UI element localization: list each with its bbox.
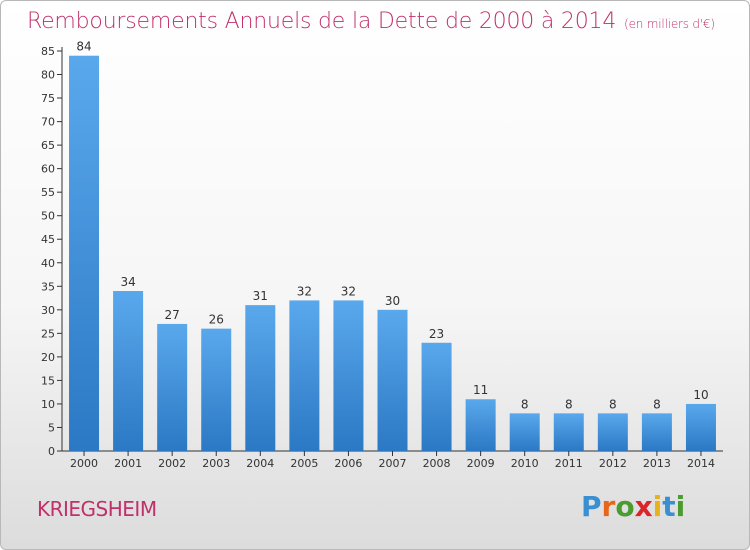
logo-letter: t xyxy=(662,490,676,523)
bar-value-label: 8 xyxy=(653,397,661,411)
x-tick-label: 2003 xyxy=(202,457,230,470)
title-text: Remboursements Annuels de la Dette de 20… xyxy=(27,9,617,34)
bar-value-label: 27 xyxy=(165,308,180,322)
chart-subtitle: (en milliers d'€) xyxy=(624,17,715,31)
y-tick-label: 10 xyxy=(41,398,55,411)
x-tick-label: 2002 xyxy=(158,457,186,470)
y-tick-label: 35 xyxy=(41,280,55,293)
y-tick-label: 70 xyxy=(41,116,55,129)
proxiti-logo[interactable]: Proxiti xyxy=(581,490,685,523)
y-tick-label: 50 xyxy=(41,210,55,223)
x-tick-label: 2000 xyxy=(70,457,98,470)
bar-2003 xyxy=(201,328,232,451)
bar-2010 xyxy=(509,413,540,451)
bar-2004 xyxy=(245,305,276,451)
y-tick-label: 80 xyxy=(41,69,55,82)
x-tick-label: 2004 xyxy=(246,457,274,470)
x-tick-label: 2006 xyxy=(334,457,362,470)
bar-value-label: 11 xyxy=(473,383,488,397)
bar-value-label: 32 xyxy=(297,284,312,298)
bar-value-label: 34 xyxy=(120,275,135,289)
y-tick-label: 5 xyxy=(48,421,55,434)
y-tick-label: 0 xyxy=(48,445,55,458)
bar-2006 xyxy=(333,300,364,451)
bar-2012 xyxy=(597,413,628,451)
x-tick-label: 2005 xyxy=(290,457,318,470)
bar-value-label: 32 xyxy=(341,284,356,298)
bar-2008 xyxy=(421,342,452,451)
bar-2005 xyxy=(289,300,320,451)
y-tick-label: 20 xyxy=(41,351,55,364)
x-tick-label: 2012 xyxy=(599,457,627,470)
x-tick-label: 2007 xyxy=(379,457,407,470)
x-tick-label: 2011 xyxy=(555,457,583,470)
bar-value-label: 10 xyxy=(693,388,708,402)
bar-value-label: 8 xyxy=(521,397,529,411)
bar-2001 xyxy=(113,291,144,451)
logo-letter: P xyxy=(581,490,602,523)
y-tick-label: 45 xyxy=(41,233,55,246)
bars: 84 34 27 26 31 32 32 30 23 11 8 8 8 8 10 xyxy=(69,40,716,452)
bar-value-label: 30 xyxy=(385,294,400,308)
logo-letter: i xyxy=(652,490,663,523)
bar-value-label: 23 xyxy=(429,327,444,341)
bar-value-label: 26 xyxy=(209,313,224,327)
y-tick-label: 75 xyxy=(41,92,55,105)
logo-letter: r xyxy=(601,490,616,523)
x-tick-label: 2010 xyxy=(511,457,539,470)
bar-2000 xyxy=(69,55,100,452)
bar-2007 xyxy=(377,309,408,451)
x-tick-label: 2009 xyxy=(467,457,495,470)
y-tick-label: 60 xyxy=(41,163,55,176)
y-tick-label: 85 xyxy=(41,45,55,58)
logo-letter: x xyxy=(634,490,653,523)
y-tick-label: 25 xyxy=(41,327,55,340)
axes: 0 5 10 15 20 25 30 35 40 45 50 55 60 65 70 75 80 85 2000 20… xyxy=(41,45,723,470)
x-tick-label: 2008 xyxy=(423,457,451,470)
x-tick-label: 2014 xyxy=(687,457,715,470)
bar-value-label: 8 xyxy=(609,397,617,411)
y-tick-label: 65 xyxy=(41,139,55,152)
commune-name: KRIEGSHEIM xyxy=(37,497,157,521)
x-tick-label: 2013 xyxy=(643,457,671,470)
y-tick-label: 30 xyxy=(41,304,55,317)
bar-value-label: 31 xyxy=(253,289,268,303)
y-tick-label: 15 xyxy=(41,374,55,387)
bar-2011 xyxy=(553,413,584,451)
y-tick-label: 40 xyxy=(41,257,55,270)
bar-2009 xyxy=(465,399,496,451)
bar-value-label: 84 xyxy=(76,40,91,54)
bar-2013 xyxy=(641,413,672,451)
chart-title: Remboursements Annuels de la Dette de 20… xyxy=(27,9,715,34)
bar-2014 xyxy=(685,403,716,451)
logo-letter: o xyxy=(615,490,635,523)
bar-value-label: 8 xyxy=(565,397,573,411)
bar-2002 xyxy=(157,323,188,451)
x-tick-label: 2001 xyxy=(114,457,142,470)
y-tick-label: 55 xyxy=(41,186,55,199)
logo-letter: i xyxy=(675,490,686,523)
